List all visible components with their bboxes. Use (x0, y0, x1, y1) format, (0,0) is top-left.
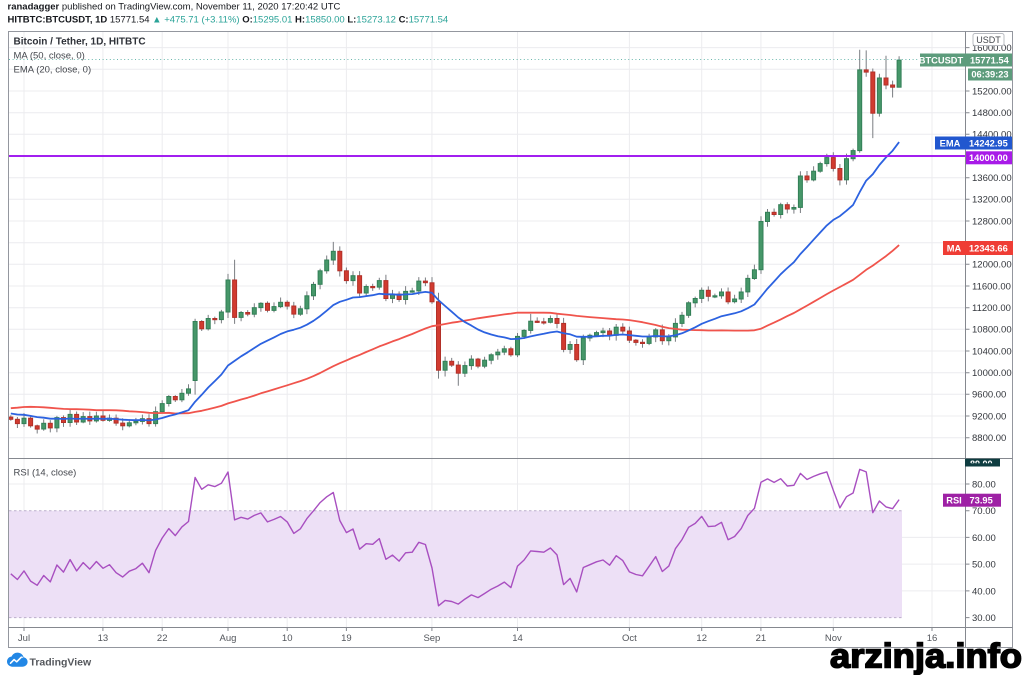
svg-text:8800.00: 8800.00 (972, 433, 1006, 444)
svg-text:50.00: 50.00 (972, 560, 996, 571)
svg-text:RSI (14, close): RSI (14, close) (14, 468, 77, 479)
svg-text:13600.00: 13600.00 (972, 173, 1012, 184)
svg-text:9600.00: 9600.00 (972, 390, 1006, 401)
svg-text:15771.54: 15771.54 (970, 55, 1010, 65)
svg-text:12800.00: 12800.00 (972, 216, 1012, 227)
svg-text:HITBTC:BTCUSDT, 1D 15771.54 ▲: HITBTC:BTCUSDT, 1D 15771.54 ▲ +475.71 (+… (8, 15, 449, 26)
svg-text:22: 22 (157, 633, 168, 644)
svg-text:MA (50, close, 0): MA (50, close, 0) (14, 51, 85, 62)
svg-text:19: 19 (341, 633, 352, 644)
svg-text:Sep: Sep (423, 633, 440, 644)
svg-text:Oct: Oct (622, 633, 637, 644)
svg-text:14800.00: 14800.00 (972, 108, 1012, 119)
svg-text:12: 12 (696, 633, 707, 644)
svg-text:10000.00: 10000.00 (972, 368, 1012, 379)
svg-text:13: 13 (98, 633, 109, 644)
svg-text:USDT: USDT (976, 35, 1001, 45)
svg-text:21: 21 (756, 633, 767, 644)
svg-text:16: 16 (927, 633, 938, 644)
svg-text:EMA (20, close, 0): EMA (20, close, 0) (14, 65, 92, 76)
svg-text:15200.00: 15200.00 (972, 86, 1012, 97)
svg-text:12000.00: 12000.00 (972, 260, 1012, 271)
svg-text:10800.00: 10800.00 (972, 325, 1012, 336)
svg-text:06:39:23: 06:39:23 (971, 70, 1008, 80)
svg-text:Aug: Aug (220, 633, 237, 644)
svg-text:10400.00: 10400.00 (972, 346, 1012, 357)
svg-text:Jul: Jul (18, 633, 30, 644)
svg-text:TradingView: TradingView (30, 657, 92, 669)
svg-text:30.00: 30.00 (972, 613, 996, 624)
svg-text:10: 10 (282, 633, 293, 644)
svg-text:arzinja.info: arzinja.info (830, 638, 1022, 675)
svg-text:80.00: 80.00 (972, 479, 996, 490)
svg-text:89.00: 89.00 (970, 459, 993, 469)
svg-text:16000.00: 16000.00 (972, 43, 1012, 54)
svg-text:12343.66: 12343.66 (969, 243, 1008, 253)
svg-text:40.00: 40.00 (972, 586, 996, 597)
svg-text:14: 14 (512, 633, 523, 644)
svg-text:MA: MA (947, 243, 962, 253)
svg-text:Bitcoin / Tether, 1D, HITBTC: Bitcoin / Tether, 1D, HITBTC (14, 37, 146, 48)
svg-text:Nov: Nov (825, 633, 842, 644)
svg-text:14000.00: 14000.00 (969, 153, 1008, 163)
svg-text:60.00: 60.00 (972, 533, 996, 544)
svg-text:BTCUSDT: BTCUSDT (919, 55, 964, 65)
svg-text:14400.00: 14400.00 (972, 130, 1012, 141)
svg-text:70.00: 70.00 (972, 506, 996, 517)
svg-text:RSI: RSI (946, 496, 962, 506)
svg-text:ranadagger published on Tradin: ranadagger published on TradingView.com,… (8, 1, 341, 12)
svg-text:73.95: 73.95 (970, 496, 993, 506)
svg-text:11600.00: 11600.00 (972, 281, 1011, 292)
svg-text:11200.00: 11200.00 (972, 303, 1011, 314)
svg-text:EMA: EMA (940, 138, 961, 148)
svg-text:14242.95: 14242.95 (969, 138, 1008, 148)
svg-text:13200.00: 13200.00 (972, 195, 1012, 206)
svg-text:9200.00: 9200.00 (972, 411, 1006, 422)
